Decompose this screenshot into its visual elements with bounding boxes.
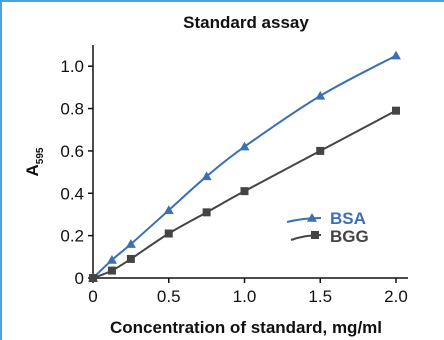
y-ticks: 0 0.2 0.4 0.6 0.8 1.0 (60, 57, 93, 288)
data-point-bsa (163, 205, 174, 214)
legend-marker-bgg (311, 231, 319, 239)
data-point-bsa (125, 239, 136, 248)
x-tick-label: 1.5 (308, 287, 332, 306)
x-tick-label: 1.0 (233, 287, 257, 306)
frame-border-top (0, 0, 444, 2)
legend-label-bsa: BSA (330, 209, 366, 228)
legend-label-bgg: BGG (330, 227, 369, 246)
data-point-bgg (392, 106, 400, 115)
data-point-bsa (391, 50, 401, 60)
data-point-bgg (126, 254, 135, 263)
y-axis-label: A595 (23, 147, 46, 176)
y-tick-label: 0.8 (60, 100, 84, 119)
series-bsa (88, 50, 401, 282)
data-point-bsa (106, 254, 117, 264)
x-ticks: 0 0.5 1.0 1.5 2.0 (88, 278, 408, 306)
data-point-bgg (164, 229, 173, 238)
frame-border-left (0, 0, 2, 340)
x-tick-label: 0 (88, 287, 97, 306)
y-tick-label: 0.4 (60, 184, 84, 203)
axes (92, 45, 408, 279)
chart-title: Standard assay (183, 13, 309, 32)
legend-line-bsa (286, 217, 322, 223)
x-tick-label: 0.5 (157, 287, 181, 306)
data-point-bgg (316, 146, 325, 155)
legend-item-bgg: BGG (290, 227, 369, 246)
data-point-bgg (202, 208, 211, 217)
y-tick-label: 1.0 (60, 57, 84, 76)
series-bgg (89, 106, 400, 282)
data-point-bgg (89, 274, 97, 282)
data-point-bsa (201, 171, 212, 181)
y-axis-label-main: A (23, 164, 42, 176)
series-layer (88, 50, 401, 282)
y-axis-label-group: A595 (23, 147, 46, 176)
y-tick-label: 0.2 (60, 227, 84, 246)
x-tick-label: 2.0 (384, 287, 408, 306)
y-tick-label: 0.6 (60, 142, 84, 161)
data-point-bgg (107, 266, 116, 275)
x-axis-label: Concentration of standard, mg/ml (110, 318, 382, 337)
legend-item-bsa: BSA (286, 209, 366, 228)
data-point-bsa (315, 90, 326, 100)
y-tick-label: 0 (75, 269, 84, 288)
legend: BSA BGG (286, 209, 369, 246)
y-axis-label-sub: 595 (35, 147, 46, 164)
data-point-bgg (240, 187, 249, 196)
data-point-bsa (239, 141, 250, 151)
legend-marker-bsa (307, 213, 317, 222)
